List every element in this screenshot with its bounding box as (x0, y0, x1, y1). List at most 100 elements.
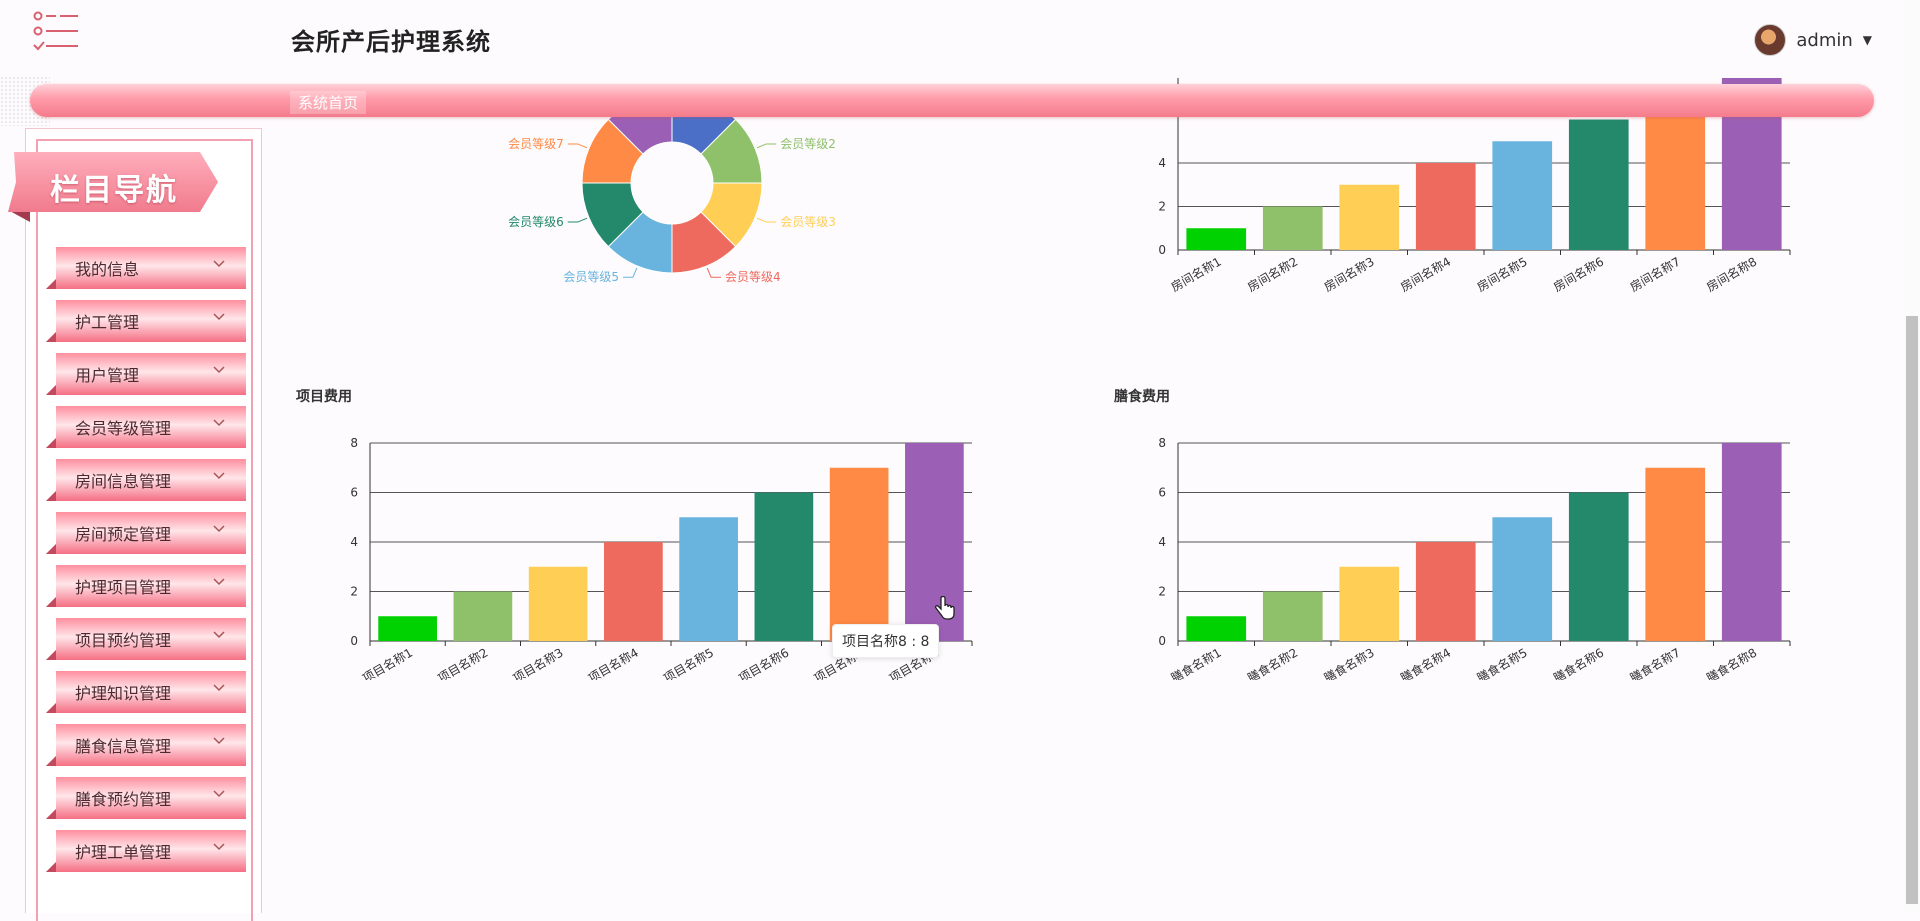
sidebar-item-4[interactable]: 会员等级管理 (46, 406, 246, 448)
slice-label: 会员等级3 (780, 215, 836, 229)
y-tick-label: 2 (1158, 585, 1166, 599)
slice-label: 会员等级6 (508, 215, 564, 229)
nav-banner-ribbon (8, 152, 218, 222)
breadcrumb[interactable]: 系统首页 (290, 91, 367, 114)
x-tick-label: 项目名称1 (359, 645, 415, 680)
menu-item-background (46, 353, 246, 395)
avatar (1754, 24, 1787, 56)
menu-item-background (46, 830, 246, 872)
x-tick-label: 膳食名称6 (1551, 645, 1607, 680)
sidebar-frame (36, 139, 253, 921)
slice-leader-line (622, 267, 638, 278)
y-tick-label: 6 (350, 486, 358, 500)
chevron-down-icon (213, 684, 225, 692)
slice-leader-line (756, 143, 777, 149)
slice-leader-line (567, 217, 588, 223)
app-title: 会所产后护理系统 (291, 28, 491, 56)
member-level-donut-chart: 会员等级2 会员等级3 会员等级4 会员等级5 会员等级6 会员等级7 (508, 108, 836, 284)
bar (679, 517, 738, 641)
bar (1339, 184, 1400, 250)
sidebar-item-3[interactable]: 用户管理 (46, 353, 246, 395)
menu-item-background (46, 300, 246, 342)
sidebar-item-10[interactable]: 膳食信息管理 (46, 724, 246, 766)
y-tick-label: 4 (1158, 535, 1166, 549)
menu-item-background (46, 406, 246, 448)
sidebar-item-11[interactable]: 膳食预约管理 (46, 777, 246, 819)
chevron-down-icon (213, 578, 225, 586)
y-tick-label: 0 (350, 634, 358, 648)
bar (1645, 467, 1706, 641)
hand-cursor-icon (934, 596, 955, 620)
sidebar-item-5[interactable]: 房间信息管理 (46, 459, 246, 501)
y-tick-label: 0 (1158, 634, 1166, 648)
caret-down-icon: ▼ (1862, 33, 1872, 47)
menu-item-background (46, 247, 246, 289)
slice-label: 会员等级5 (563, 270, 619, 284)
sidebar-item-9[interactable]: 护理知识管理 (46, 671, 246, 713)
sidebar-item-label: 护理知识管理 (75, 684, 172, 703)
meal-fee-bar-chart: 0 2 4 6 8 膳食名称1 膳食名称2 膳食名称3 膳食名称4 膳食名称5 膳食名称6 膳食名称7… (1158, 436, 1791, 680)
sidebar-item-8[interactable]: 项目预约管理 (46, 618, 246, 660)
y-tick-label: 8 (350, 436, 358, 450)
slice-leader-line (706, 267, 722, 278)
bar (528, 566, 588, 641)
sidebar-item-7[interactable]: 护理项目管理 (46, 565, 246, 607)
donut-slice (607, 108, 673, 155)
bar (1492, 141, 1553, 250)
y-tick-label: 4 (1158, 156, 1166, 170)
x-tick-label: 膳食名称1 (1168, 645, 1224, 680)
x-tick-label: 房间名称6 (1551, 254, 1607, 295)
x-tick-label: 项目名称2 (435, 645, 491, 680)
sidebar-item-label: 房间预定管理 (75, 525, 172, 544)
sidebar-item-1[interactable]: 我的信息 (46, 247, 246, 289)
sidebar-item-label: 房间信息管理 (75, 472, 172, 491)
chart-tooltip: 项目名称8 : 8 (832, 624, 940, 658)
sidebar-item-label: 膳食预约管理 (75, 790, 172, 809)
room-bar-chart: 0 2 4 房间名称1 房间名称2 房间名称3 房间名称4 房间名称5 房间名称6 房间名称7 房间… (1158, 78, 1791, 295)
bar (1492, 517, 1553, 641)
scrollbar-thumb[interactable] (1906, 316, 1918, 904)
x-tick-label: 房间名称3 (1321, 254, 1377, 295)
slice-label: 会员等级4 (725, 270, 781, 284)
sidebar-item-label: 膳食信息管理 (75, 737, 172, 756)
sidebar-item-label: 护理工单管理 (75, 843, 172, 862)
sidebar-item-2[interactable]: 护工管理 (46, 300, 246, 342)
sidebar-item-label: 用户管理 (75, 366, 140, 385)
user-menu[interactable]: admin ▼ (1754, 24, 1872, 56)
bar (604, 542, 663, 641)
sidebar-item-6[interactable]: 房间预定管理 (46, 512, 246, 554)
bar (1262, 591, 1323, 641)
y-tick-label: 8 (1158, 436, 1166, 450)
y-tick-label: 0 (1158, 243, 1166, 257)
vertical-scrollbar[interactable] (1904, 0, 1920, 912)
x-tick-label: 房间名称7 (1627, 254, 1683, 295)
x-tick-label: 房间名称4 (1398, 254, 1454, 295)
y-tick-label: 2 (350, 585, 358, 599)
slice-leader-line (756, 217, 777, 223)
x-tick-label: 膳食名称3 (1321, 645, 1377, 680)
menu-toggle-icon[interactable] (32, 10, 80, 54)
y-tick-label: 2 (1158, 200, 1166, 214)
sidebar-menu: 我的信息护工管理用户管理会员等级管理 房间信息管理 房间预定管理 护理项目管理 项目预约… (46, 247, 246, 883)
x-tick-label: 膳食名称7 (1627, 645, 1683, 680)
sidebar-item-12[interactable]: 护理工单管理 (46, 830, 246, 872)
sidebar-item-label: 项目预约管理 (75, 631, 172, 650)
sidebar-item-label: 会员等级管理 (75, 419, 172, 438)
x-tick-label: 膳食名称8 (1704, 645, 1760, 680)
slice-label: 会员等级2 (780, 137, 836, 151)
sidebar-item-label: 护理项目管理 (75, 578, 172, 597)
menu-item-background (46, 618, 246, 660)
slice-label: 会员等级7 (508, 137, 564, 151)
bar (1339, 566, 1400, 641)
bar (1568, 492, 1629, 641)
menu-item-background (46, 777, 246, 819)
menu-item-background (46, 512, 246, 554)
chevron-down-icon (213, 737, 225, 745)
username: admin (1796, 29, 1853, 51)
top-banner-bar (30, 84, 1874, 117)
x-tick-label: 项目名称6 (736, 645, 792, 680)
slice-leader-line (567, 143, 588, 149)
bar (1415, 163, 1476, 250)
sidebar-title: 栏目导航 (50, 173, 178, 208)
bar (829, 467, 889, 641)
